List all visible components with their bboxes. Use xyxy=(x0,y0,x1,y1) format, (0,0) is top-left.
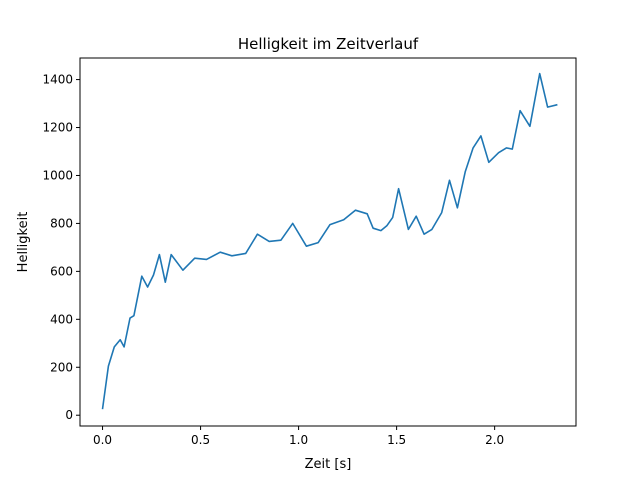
y-axis: 0 200 400 600 800 1000 1200 1400 xyxy=(42,73,80,422)
y-tick-label: 0 xyxy=(65,408,73,422)
y-tick-label: 400 xyxy=(50,312,73,326)
x-axis-label: Zeit [s] xyxy=(305,457,352,472)
x-tick-label: 1.5 xyxy=(387,433,406,447)
chart-title: Helligkeit im Zeitverlauf xyxy=(238,35,419,53)
y-axis-label: Helligkeit xyxy=(16,212,31,273)
y-tick-label: 1400 xyxy=(42,73,73,87)
x-tick-label: 0.5 xyxy=(191,433,210,447)
x-tick-label: 1.0 xyxy=(289,433,308,447)
x-axis: 0.0 0.5 1.0 1.5 2.0 xyxy=(93,426,504,447)
y-tick-label: 1000 xyxy=(42,168,73,182)
y-tick-label: 1200 xyxy=(42,121,73,135)
x-tick-label: 0.0 xyxy=(93,433,112,447)
x-tick-label: 2.0 xyxy=(485,433,504,447)
series-line xyxy=(101,72,558,410)
plot-frame xyxy=(79,57,577,427)
y-tick-label: 800 xyxy=(50,216,73,230)
y-tick-label: 200 xyxy=(50,360,73,374)
series-layer xyxy=(101,72,558,410)
y-tick-label: 600 xyxy=(50,264,73,278)
